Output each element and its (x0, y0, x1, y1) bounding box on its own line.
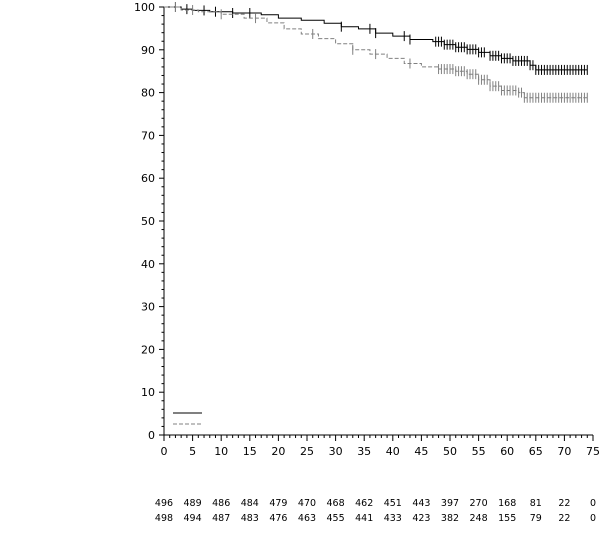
risk-count: 433 (384, 513, 402, 524)
x-tick-label: 50 (443, 445, 457, 458)
axes: 0 10 20 30 40 50 60 70 80 90 100 0 5 10 15 20 25 30 35 40 45… (134, 1, 600, 458)
series-1-curve (164, 6, 588, 71)
risk-table: 496 489 486 484 479 470 468 462 451 443 397 270 168 8… (155, 498, 596, 524)
x-tick-label: 65 (529, 445, 543, 458)
x-tick-label: 5 (189, 445, 196, 458)
x-tick-label: 30 (329, 445, 343, 458)
risk-count: 463 (298, 513, 316, 524)
risk-count: 484 (241, 498, 259, 509)
risk-count: 155 (498, 513, 516, 524)
x-tick-label: 25 (300, 445, 314, 458)
risk-count: 22 (558, 498, 570, 509)
x-tick-label: 40 (386, 445, 400, 458)
x-tick-label: 45 (414, 445, 428, 458)
risk-count: 79 (530, 513, 542, 524)
risk-count: 443 (412, 498, 430, 509)
risk-count: 479 (269, 498, 287, 509)
y-tick-label: 10 (141, 386, 155, 399)
risk-count: 496 (155, 498, 173, 509)
risk-count: 486 (212, 498, 230, 509)
x-tick-label: 10 (214, 445, 228, 458)
risk-count: 498 (155, 513, 173, 524)
series-layer (164, 2, 588, 103)
y-tick-label: 60 (141, 172, 155, 185)
risk-count: 248 (470, 513, 488, 524)
series-1 (164, 2, 588, 75)
x-tick-label: 70 (557, 445, 571, 458)
risk-count: 489 (184, 498, 202, 509)
risk-count: 455 (327, 513, 345, 524)
risk-count: 494 (184, 513, 202, 524)
x-tick-label: 75 (586, 445, 600, 458)
x-tick-label: 15 (243, 445, 257, 458)
risk-count: 441 (355, 513, 373, 524)
risk-count: 470 (298, 498, 316, 509)
y-tick-label: 30 (141, 301, 155, 314)
y-tick-label: 50 (141, 215, 155, 228)
y-tick-label: 100 (134, 1, 155, 14)
risk-count: 451 (384, 498, 402, 509)
y-tick-label: 40 (141, 258, 155, 271)
risk-count: 81 (530, 498, 542, 509)
risk-count: 397 (441, 498, 459, 509)
risk-count: 22 (558, 513, 570, 524)
x-tick-label: 35 (357, 445, 371, 458)
legend (173, 412, 202, 425)
y-tick-label: 80 (141, 87, 155, 100)
risk-count: 483 (241, 513, 259, 524)
y-tick-label: 0 (148, 429, 155, 442)
risk-count: 476 (269, 513, 287, 524)
x-tick-label: 0 (161, 445, 168, 458)
risk-count: 270 (470, 498, 488, 509)
y-tick-label: 70 (141, 129, 155, 142)
y-tick-label: 20 (141, 343, 155, 356)
risk-count: 423 (412, 513, 430, 524)
y-tick-label: 90 (141, 44, 155, 57)
risk-count: 468 (327, 498, 345, 509)
risk-count: 0 (590, 513, 596, 524)
risk-count: 487 (212, 513, 230, 524)
series-2 (164, 2, 588, 103)
risk-count: 462 (355, 498, 373, 509)
x-tick-label: 55 (472, 445, 486, 458)
risk-count: 382 (441, 513, 459, 524)
x-tick-label: 20 (271, 445, 285, 458)
risk-count: 0 (590, 498, 596, 509)
x-tick-label: 60 (500, 445, 514, 458)
risk-count: 168 (498, 498, 516, 509)
